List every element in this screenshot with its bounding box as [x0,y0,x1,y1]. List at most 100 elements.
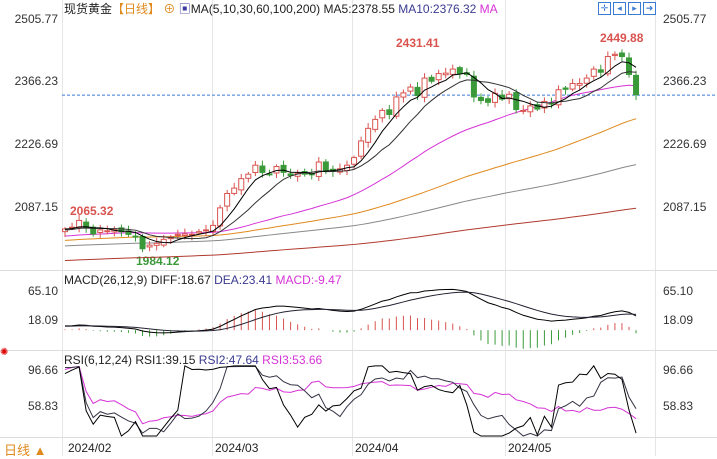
ma30-line [64,84,637,237]
step-back-icon[interactable]: ◂ [613,2,626,15]
high-price-label: 2431.41 [396,36,440,50]
candle-body [611,53,618,56]
candle-body [280,164,287,173]
rsi1-value: RSI1:39.15 [135,353,196,367]
macd-legend: MACD(26,12,9) DIFF:18.67 DEA:23.41 MACD:… [64,273,342,287]
candle-body [414,86,421,97]
macd-dea-line [64,291,637,332]
candle-body [618,52,625,58]
candle-body [372,118,379,130]
candle-body [252,164,259,173]
rsi3-line [64,365,637,425]
start-price-label: 2065.32 [70,204,114,218]
candle-body [322,161,329,172]
candle-body [562,87,569,90]
candle-body [520,109,527,112]
candle-body [195,231,202,234]
candle-body [231,187,238,194]
candle-body [379,109,386,119]
candle-body [224,192,231,207]
price-axis-left-3: 2087.15 [14,200,58,214]
macd-label: MACD(26,12,9) [64,273,148,287]
date-tick-1: 2024/03 [215,441,259,455]
candle-body [97,229,104,233]
ma5-value: MA5:2378.55 [323,2,395,16]
rsi3-value: RSI3:53.66 [262,353,323,367]
candle-body [506,93,513,100]
alert-icon[interactable]: ✺ [0,347,9,358]
period-switch[interactable]: 日线 ▲ [4,443,47,458]
candle-body [400,92,407,98]
candle-body [449,68,456,75]
candle-body [203,229,209,232]
candle-body [315,161,322,177]
footer-period: 日线 [4,443,31,458]
crosshair-icon[interactable]: ✛ [598,2,611,15]
candle-body [633,74,640,96]
candle-body [118,227,125,233]
macd-value: MACD:-9.47 [275,273,342,287]
price-axis-left-0: 2505.77 [14,12,58,26]
candle-body [393,96,400,117]
candle-body [583,77,590,84]
candle-body [555,89,562,106]
rsi2-value: RSI2:47.64 [198,353,259,367]
macd-axis-left-1: 18.09 [27,313,58,327]
candle-body [477,96,484,102]
add-icon[interactable]: ⊕ [163,2,176,16]
candle-body [76,219,83,229]
macd-dea: DEA:23.41 [214,273,273,287]
candle-body [238,178,245,191]
ma5-line [64,61,637,244]
candle-body [626,57,632,75]
candle-body [365,127,372,143]
candle-body [435,73,442,81]
candle-body [456,67,463,75]
candle-body [485,98,491,103]
ma60-line [64,118,637,241]
rsi-axis-left-0: 96.66 [27,363,58,377]
candle-body [576,82,583,86]
ma10-value: MA10:2376.32 [398,2,477,16]
exit-icon[interactable]: ➜ [643,2,656,15]
candle-body [273,166,280,174]
candle-body [407,86,414,92]
play-icon[interactable]: ▸ [628,2,641,15]
candle-body [421,77,428,98]
ma-label: MA(5,10,30,60,100,200) [190,2,321,16]
candle-body [139,235,146,250]
candle-body [541,100,548,109]
candle-body [245,173,252,179]
macd-axis-right-1: 18.09 [663,313,694,327]
candle-body [104,230,111,233]
rsi-label: RSI(6,12,24) [64,353,133,367]
macd-diff-line [64,288,637,334]
date-tick-3: 2024/05 [508,441,552,455]
period-label[interactable]: 【日线】 [112,2,161,16]
toolbar: ✛ ◂ ▸ ➜ [596,0,656,15]
candle-body [513,92,520,111]
candle-body [174,233,181,236]
candle-body [604,56,611,75]
ma10-line [64,71,637,240]
candle-body [569,82,576,90]
candle-body [146,244,153,248]
ma200-line [64,207,637,262]
candle-body [90,226,97,235]
date-tick-2: 2024/04 [355,441,399,455]
candle-body [442,72,449,76]
price-axis-left-1: 2366.23 [14,74,58,88]
ma100-line [64,164,637,247]
chart-header: 现货黄金【日线】 ⊕ ▣MA(5,10,30,60,100,200) MA5:2… [64,0,498,17]
candle-body [132,235,139,238]
candle-body [351,157,358,165]
indicator-icon[interactable]: ▣ [178,2,191,16]
price-axis-right-0: 2505.77 [663,12,707,26]
price-axis-right-1: 2366.23 [663,74,707,88]
rsi-axis-right-1: 58.83 [663,399,694,413]
ma30-value: MA [479,2,498,16]
candle-body [181,233,188,236]
candle-body [597,69,604,73]
rsi-axis-right-0: 96.66 [663,363,694,377]
